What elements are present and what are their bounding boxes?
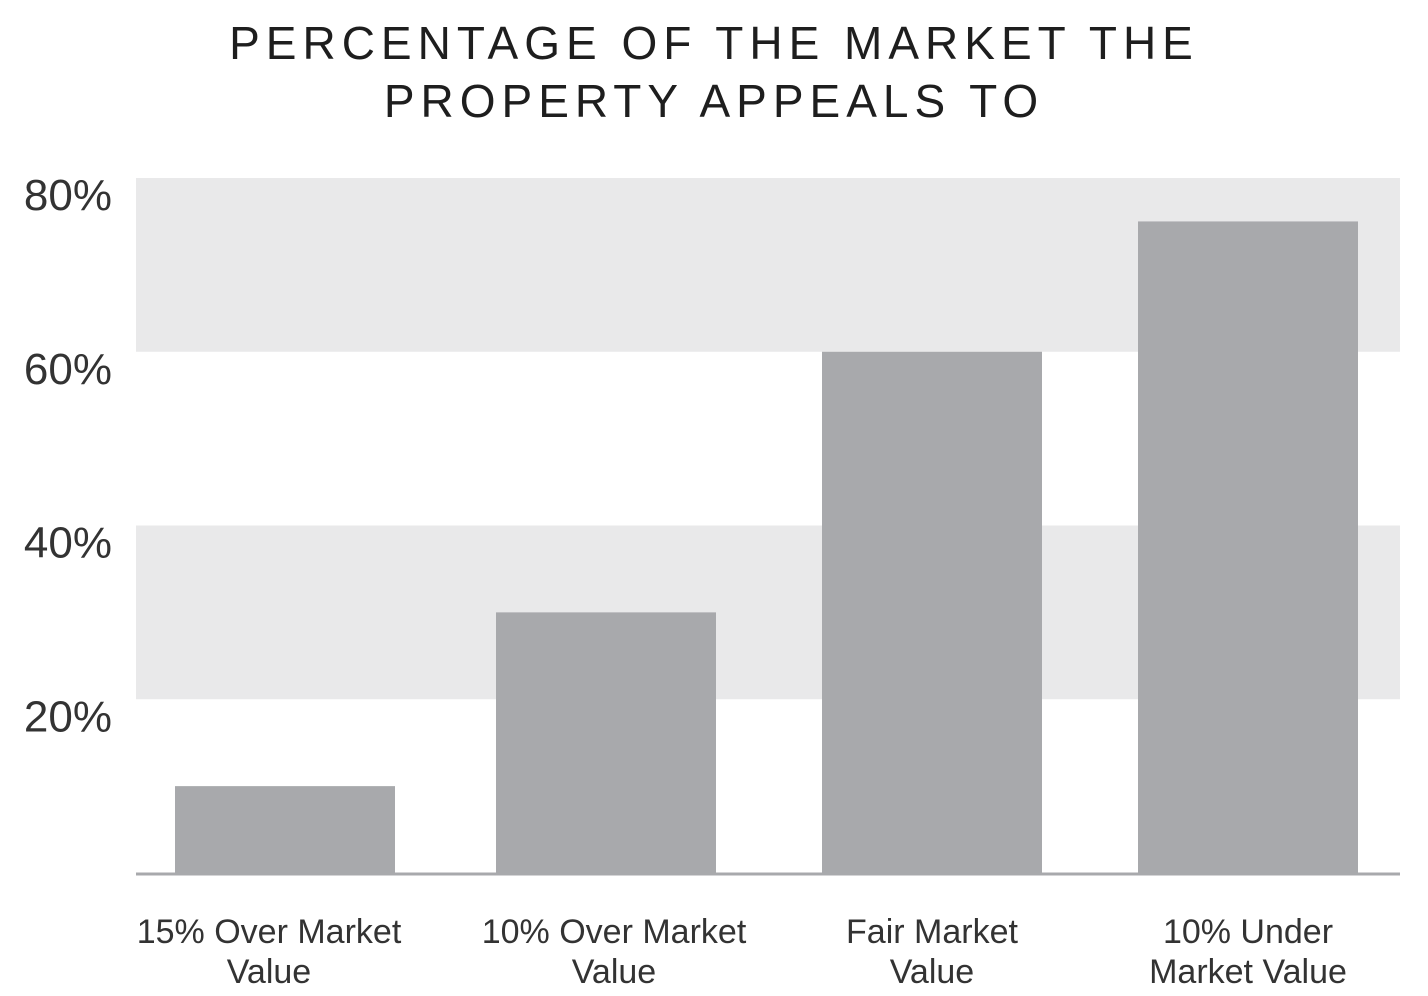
x-axis-ticks: 15% Over Market Value 10% Over Market Value… (137, 913, 1347, 991)
chart-title-line-1: PERCENTAGE OF THE MARKET THE (229, 17, 1199, 69)
bar-3 (822, 351, 1042, 873)
bar-2 (496, 612, 716, 873)
chart-title-line-2: PROPERTY APPEALS TO (383, 75, 1045, 127)
y-tick-label: 80% (24, 171, 112, 220)
chart-title: PERCENTAGE OF THE MARKET THE PROPERTY AP… (0, 14, 1428, 130)
y-tick-label: 20% (24, 692, 112, 741)
x-tick-label: 15% Over Market Value (137, 913, 402, 991)
x-tick-label: 10% Over Market Value (482, 913, 747, 991)
y-tick-label: 60% (24, 345, 112, 394)
bar-1 (175, 786, 395, 873)
x-tick-label: Fair Market Value (846, 913, 1018, 991)
x-tick-label: 10% Under Market Value (1149, 913, 1347, 991)
bar-4 (1138, 221, 1358, 873)
y-tick-label: 40% (24, 519, 112, 568)
bars (175, 221, 1358, 873)
y-axis-ticks: 20% 40% 60% 80% (24, 171, 112, 741)
